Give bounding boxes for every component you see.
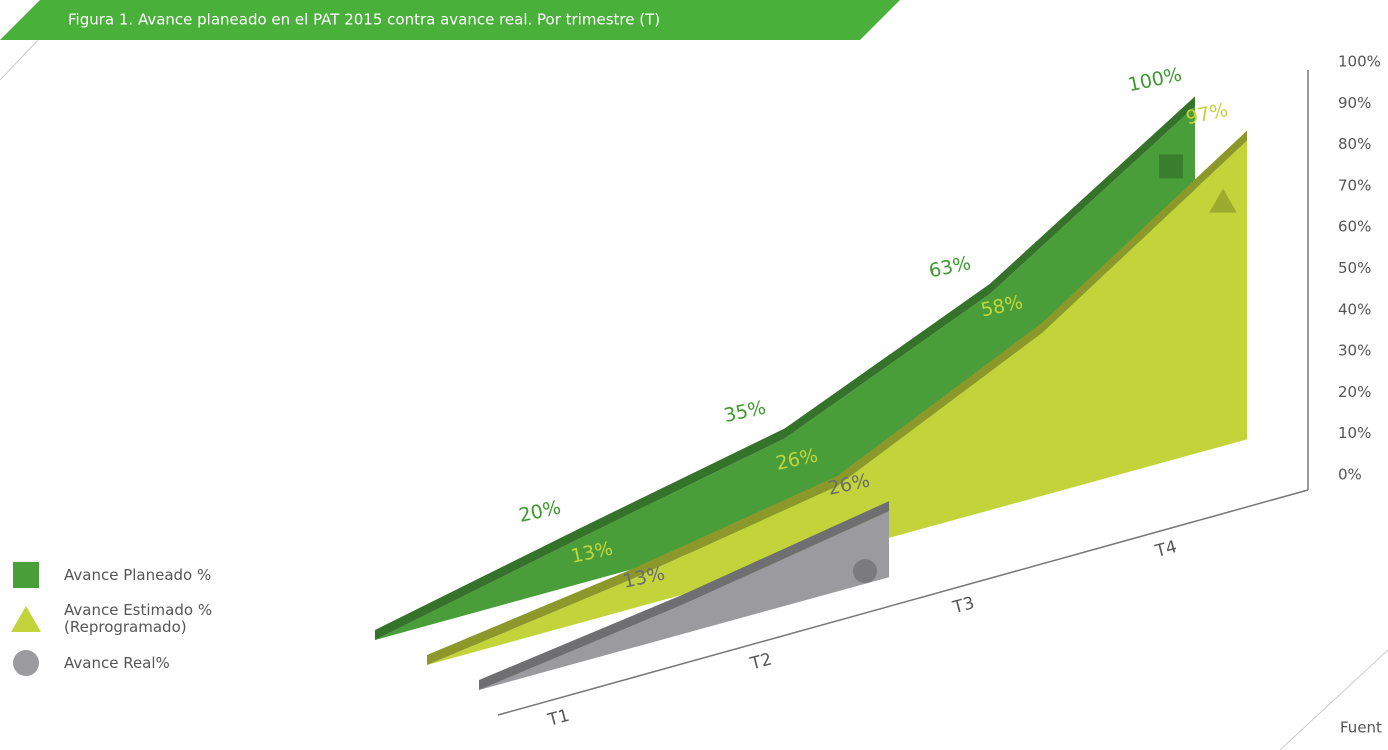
x-axis [497, 489, 1309, 716]
area-edge [479, 501, 889, 690]
y-tick-label: 80% [1338, 135, 1371, 153]
y-tick-label: 40% [1338, 300, 1371, 318]
legend: Avance Planeado % Avance Estimado % (Repr… [8, 560, 268, 692]
marker [13, 650, 39, 676]
value-label: 35% [722, 397, 768, 427]
x-tick-label: T1 [545, 706, 572, 731]
legend-item: Avance Planeado % [8, 560, 268, 590]
y-tick-label: 30% [1338, 342, 1371, 360]
value-label: 63% [927, 252, 973, 282]
legend-icon [11, 606, 41, 632]
title-banner [0, 0, 900, 40]
source-note: Fuent [1340, 719, 1382, 737]
y-tick-label: 90% [1338, 94, 1371, 112]
y-tick-label: 10% [1338, 424, 1371, 442]
y-tick-label: 60% [1338, 218, 1371, 236]
marker [853, 559, 877, 584]
legend-label: Avance Estimado % (Reprogramado) [64, 601, 213, 636]
y-tick-label: 0% [1338, 466, 1362, 484]
y-tick-label: 20% [1338, 383, 1371, 401]
value-label: 20% [517, 497, 563, 527]
legend-icon [13, 650, 39, 676]
y-tick-label: 50% [1338, 259, 1371, 277]
x-tick-label: T3 [950, 593, 977, 618]
legend-label: Avance Planeado % [64, 565, 212, 584]
legend-icon [13, 562, 39, 588]
y-tick-label: 100% [1338, 53, 1381, 71]
legend-label: Avance Real% [64, 653, 170, 672]
legend-item: Avance Estimado % (Reprogramado) [8, 601, 268, 636]
legend-item: Avance Real% [8, 648, 268, 678]
y-tick-label: 70% [1338, 176, 1371, 194]
marker [1209, 188, 1237, 213]
chart-title: Figura 1. Avance planeado en el PAT 2015… [68, 11, 660, 29]
marker [13, 562, 39, 588]
marker [1159, 154, 1183, 179]
marker [11, 606, 41, 632]
x-tick-label: T2 [747, 649, 774, 674]
x-tick-label: T4 [1152, 537, 1179, 562]
decor-line [0, 39, 39, 81]
area [427, 140, 1247, 665]
decor-line [1279, 649, 1388, 750]
value-label: 100% [1126, 64, 1184, 97]
